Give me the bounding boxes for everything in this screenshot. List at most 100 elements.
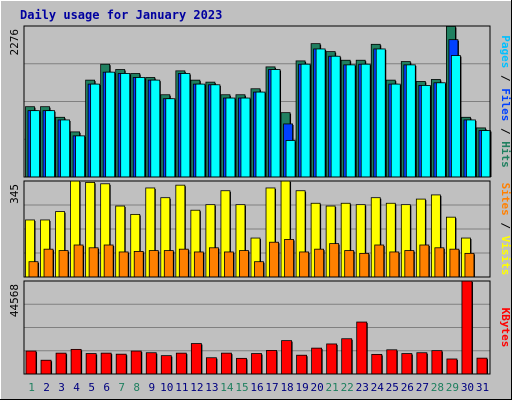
bar-kbytes-day-27 [416,352,428,375]
bar-sites-day-30 [464,252,475,278]
x-tick-label: 4 [73,381,80,394]
bar-pages-day-28 [435,82,446,178]
x-tick-label: 19 [295,381,308,394]
bar-kbytes-day-30 [461,280,473,375]
bar-kbytes-day-12 [190,343,202,375]
bar-kbytes-day-23 [356,321,368,375]
x-tick-label: 2 [43,381,50,394]
x-tick-label: 14 [220,381,234,394]
bar-pages-day-1 [30,110,40,178]
x-tick-label: 18 [280,381,293,394]
bar-sites-day-27 [419,244,430,278]
bar-sites-day-24 [374,244,385,278]
bar-sites-day-23 [359,252,370,278]
x-tick-label: 8 [133,381,140,394]
bar-sites-day-26 [404,250,415,278]
bar-pages-day-10 [165,98,176,178]
bar-sites-day-11 [178,248,189,278]
bar-pages-day-19 [300,63,311,178]
bar-kbytes-day-13 [205,357,217,375]
bar-pages-day-21 [330,55,341,178]
bar-pages-day-29 [451,55,461,178]
bar-sites-day-16 [254,261,264,278]
x-tick-label: 7 [118,381,125,394]
panel-volume: 44568 KBytes [8,280,512,375]
x-tick-label: 17 [265,381,278,394]
x-tick-label: 16 [250,381,263,394]
axis-label-part: / [499,121,512,141]
bar-sites-day-15 [239,250,249,278]
axis-label-part: Hits [499,141,512,168]
bar-pages-day-24 [375,48,386,178]
bar-sites-day-20 [314,248,325,278]
bar-kbytes-day-6 [100,352,112,375]
x-tick-label: 3 [58,381,65,394]
bar-sites-day-10 [163,250,174,278]
bar-sites-day-25 [389,251,400,278]
bar-pages-day-2 [45,110,55,178]
bar-pages-day-6 [105,71,116,178]
bar-pages-day-8 [135,77,146,178]
bar-pages-day-22 [345,64,356,178]
bar-kbytes-day-16 [251,353,262,375]
x-tick-label: 29 [446,381,459,394]
bar-pages-day-9 [150,79,161,178]
bar-sites-day-8 [133,250,144,278]
axis-label-part: Visits [499,236,512,276]
bar-kbytes-day-10 [160,355,172,375]
bar-sites-day-6 [103,244,114,278]
x-tick-label: 23 [356,381,369,394]
bar-sites-day-14 [224,251,234,278]
x-tick-label: 21 [326,381,339,394]
bar-sites-day-9 [148,250,159,278]
bar-sites-day-28 [434,247,445,278]
bar-sites-day-19 [299,251,309,278]
x-tick-label: 30 [461,381,474,394]
bar-pages-day-25 [390,83,401,178]
bar-sites-day-21 [329,243,340,278]
bar-pages-day-4 [75,135,85,178]
x-tick-label: 13 [205,381,218,394]
axis-label-volume: KBytes [499,308,512,348]
bar-kbytes-day-20 [311,347,323,375]
x-axis-labels: 1 2 3 4 5 6 7 8 9 10 11 12 13 14 15 16 17 18 19 20 21 22 23 24 2… [28,381,489,394]
bar-pages-day-26 [405,64,416,178]
bar-sites-day-17 [269,241,279,278]
axis-label-requests: Pages / Files / Hits [499,35,512,168]
x-tick-label: 10 [160,381,173,394]
bar-pages-day-13 [210,84,221,178]
bar-pages-day-30 [466,119,476,178]
bar-kbytes-day-19 [296,354,308,375]
bar-pages-day-23 [360,63,371,178]
bar-kbytes-day-21 [326,343,338,375]
bar-kbytes-day-3 [55,352,67,375]
bar-pages-day-3 [60,119,70,178]
bar-kbytes-day-25 [386,349,398,375]
bar-pages-day-7 [120,73,131,178]
x-tick-label: 31 [476,381,489,394]
bar-kbytes-day-29 [446,358,458,375]
bar-kbytes-day-22 [341,338,353,375]
panel-visits: 345 Sites / Visits [8,180,512,278]
bar-kbytes-day-26 [401,353,413,375]
bar-sites-day-3 [58,250,69,278]
bar-kbytes-day-7 [115,353,127,375]
plot-border-volume [23,280,491,375]
x-tick-label: 27 [416,381,429,394]
bar-kbytes-day-4 [70,348,82,375]
x-tick-label: 26 [401,381,414,394]
bar-kbytes-day-1 [25,350,37,375]
bar-sites-day-7 [118,251,129,278]
bar-pages-day-31 [481,130,491,178]
plot-border-visits [23,180,491,278]
bar-sites-day-4 [73,244,84,278]
bar-pages-day-14 [225,97,236,178]
bar-kbytes-day-18 [281,340,292,375]
x-tick-label: 22 [341,381,354,394]
bar-pages-day-16 [255,91,266,178]
bar-pages-day-15 [240,97,251,178]
x-tick-label: 15 [235,381,248,394]
x-tick-label: 25 [386,381,399,394]
bar-kbytes-day-2 [40,359,52,375]
